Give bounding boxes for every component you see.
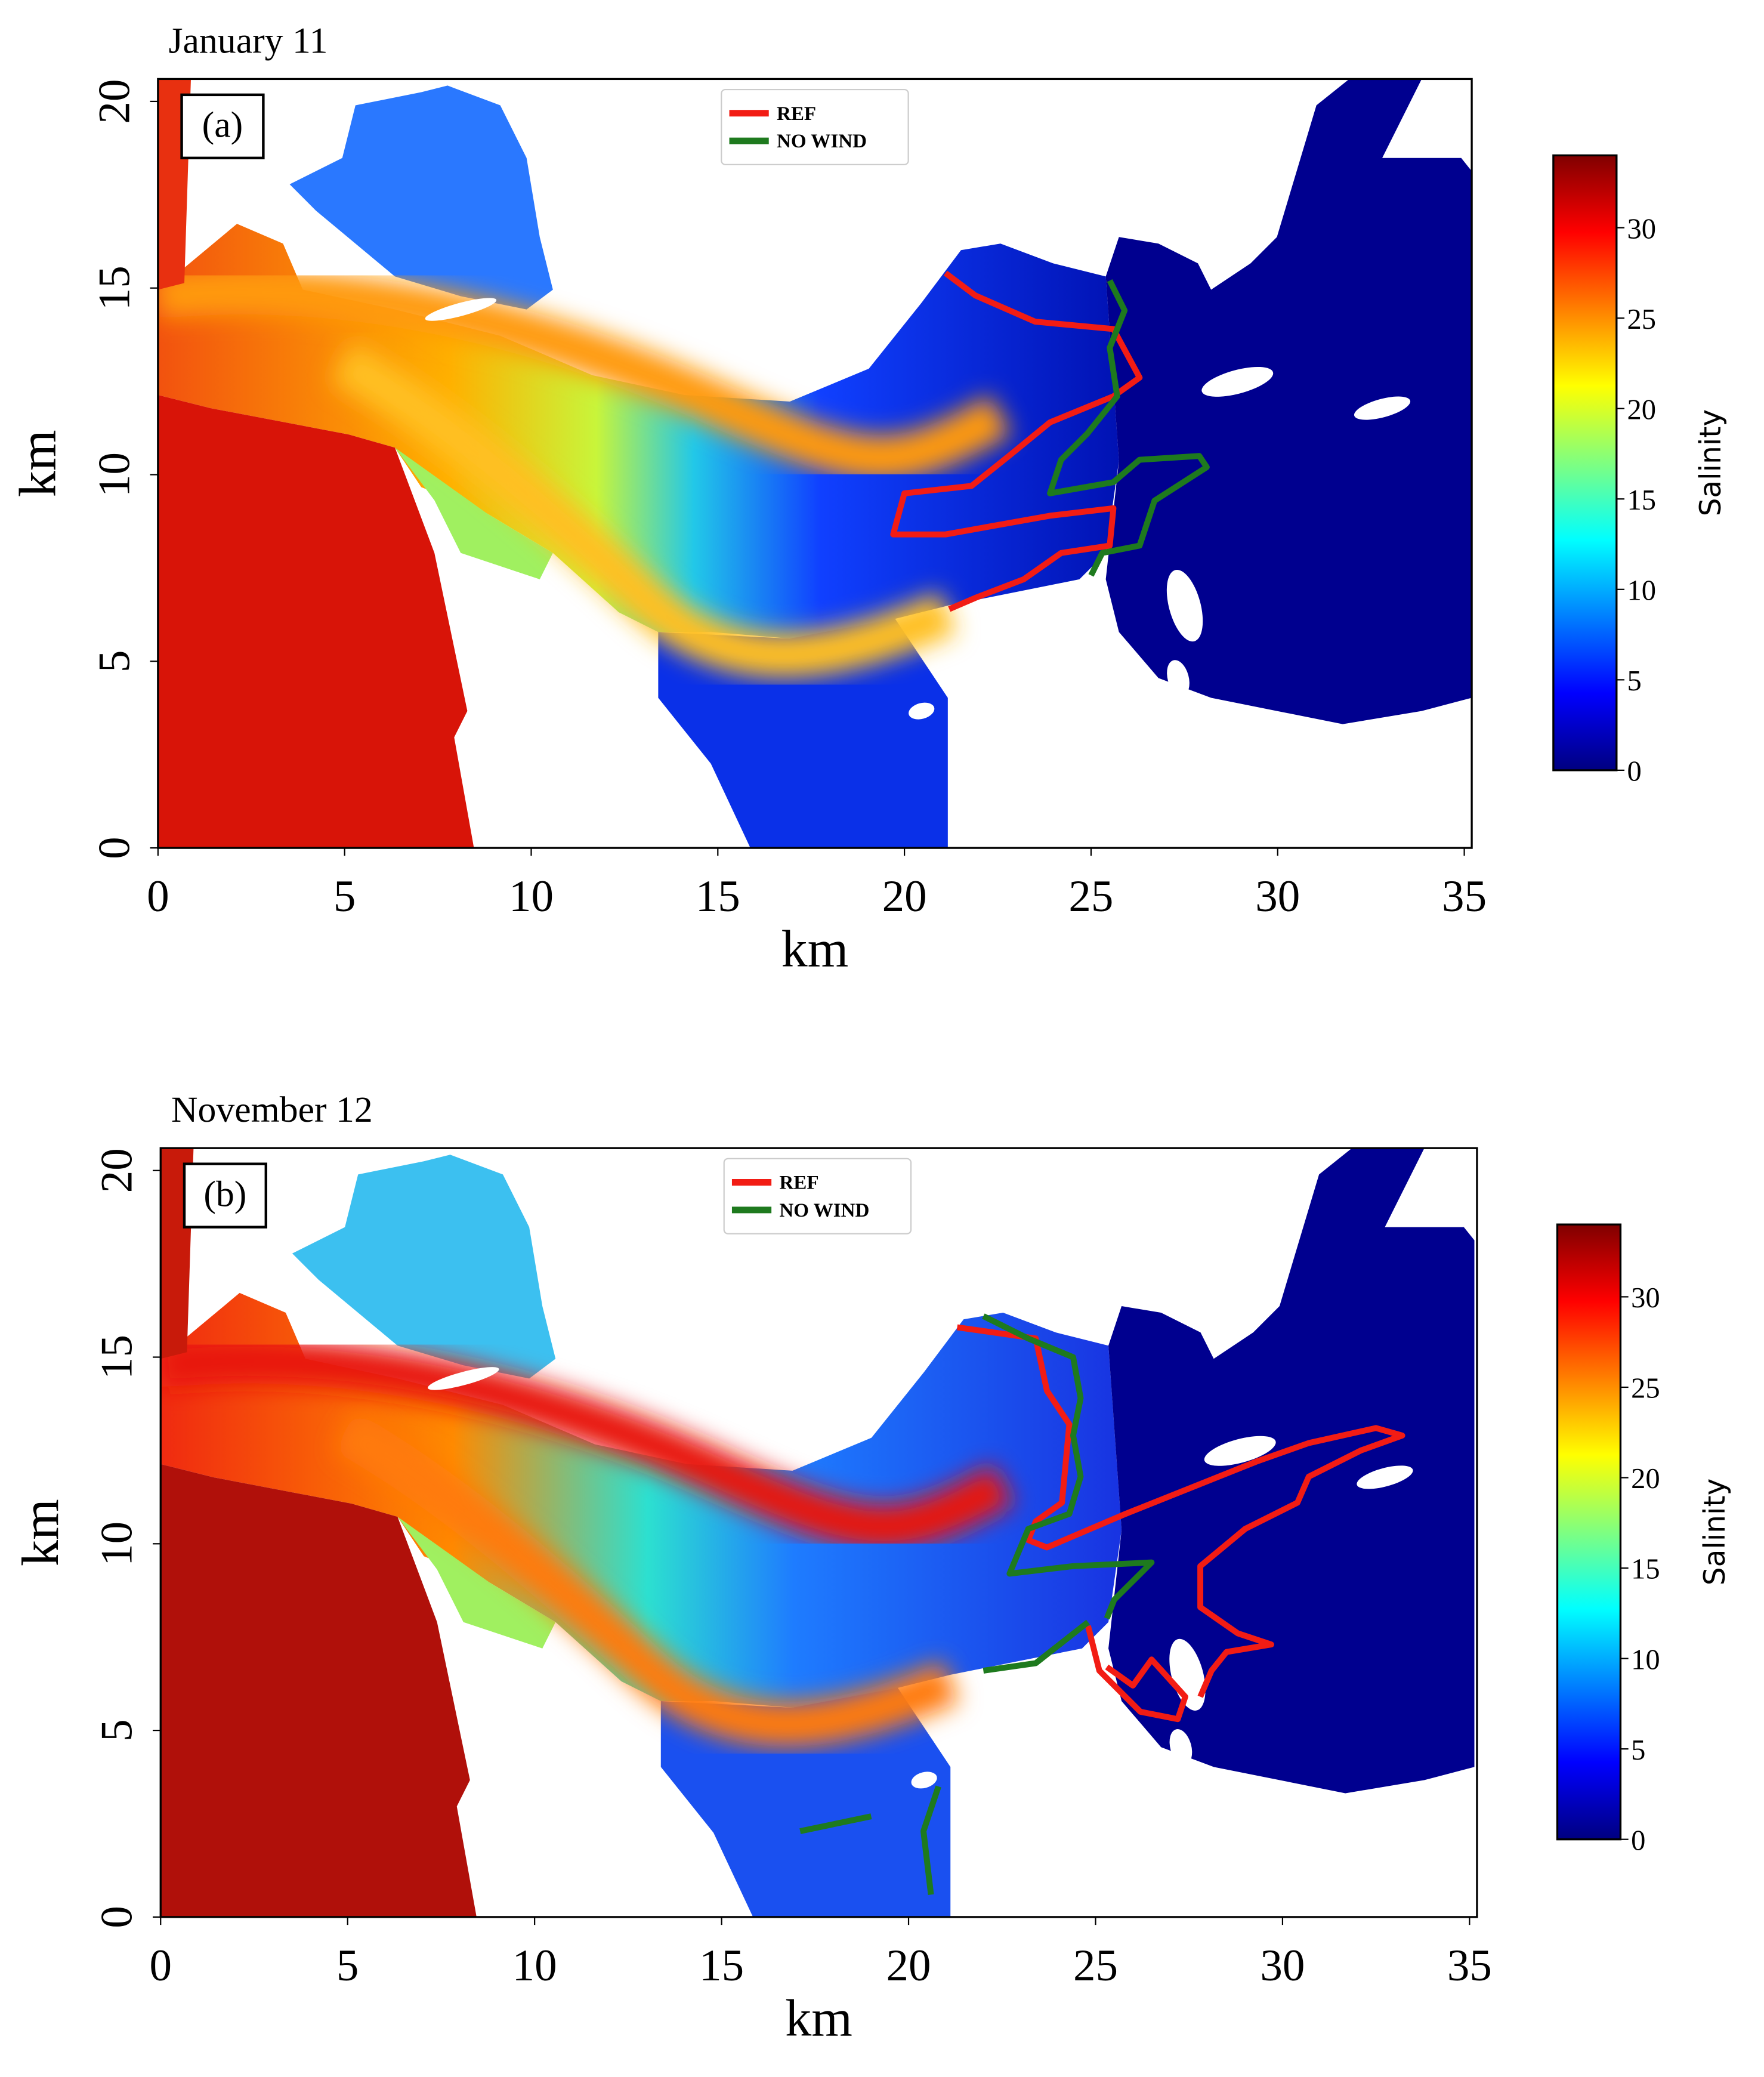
- north-bay: [289, 85, 553, 310]
- contour-line: [890, 270, 1143, 612]
- colorbar-tick-label: 5: [1631, 1735, 1645, 1766]
- north-bay: [292, 1155, 556, 1379]
- y-tick-label: 0: [89, 837, 139, 859]
- colorbar-label: Salinity: [1698, 1479, 1732, 1586]
- x-tick-label: 20: [886, 1941, 931, 1990]
- y-axis-label: km: [9, 430, 67, 497]
- colorbar-tick-label: 30: [1627, 213, 1656, 245]
- colorbar-tick-label: 30: [1631, 1282, 1660, 1314]
- x-tick-label: 30: [1255, 872, 1300, 921]
- y-tick-label: 5: [92, 1719, 142, 1742]
- y-tick-label: 0: [92, 1906, 142, 1928]
- colorbar-tick-label: 25: [1631, 1373, 1660, 1405]
- island: [1166, 569, 1203, 642]
- x-tick-label: 10: [512, 1941, 557, 1990]
- south-branch: [660, 1687, 951, 1917]
- x-tick-label: 5: [336, 1941, 359, 1990]
- panel-label-box: [180, 93, 265, 160]
- south-branch: [658, 619, 948, 848]
- west-shoal: [395, 448, 553, 579]
- panel-label: (b): [203, 1174, 246, 1214]
- panel-title: January 11: [168, 20, 328, 61]
- colorbar-tick-label: 20: [1631, 1463, 1660, 1495]
- y-tick-label: 5: [89, 650, 139, 673]
- legend-label: NO WIND: [779, 1200, 869, 1221]
- contour-line: [956, 1324, 1405, 1723]
- map: [157, 79, 1472, 848]
- colorbar-label: Salinity: [1694, 409, 1728, 517]
- island: [1354, 396, 1411, 420]
- panel-title: November 12: [171, 1090, 373, 1130]
- ocean: [160, 1464, 477, 1917]
- y-axis-label: km: [11, 1499, 70, 1566]
- legend-box: [723, 1158, 912, 1235]
- colorbar-tick-label: 5: [1627, 665, 1641, 697]
- east-bay: [1108, 1148, 1475, 1794]
- x-tick-label: 25: [1068, 872, 1113, 921]
- x-axis-label: km: [785, 1989, 852, 2047]
- x-tick-label: 10: [509, 872, 554, 921]
- y-tick-label: 15: [92, 1335, 142, 1379]
- x-tick-label: 35: [1442, 872, 1487, 921]
- y-tick-label: 15: [89, 266, 139, 310]
- x-tick-label: 15: [696, 872, 740, 921]
- colorbar-tick-label: 15: [1627, 484, 1656, 516]
- contour-line: [1047, 279, 1210, 577]
- plume: [331, 342, 957, 678]
- x-tick-label: 5: [333, 872, 356, 921]
- colorbar-tick-label: 0: [1627, 756, 1641, 788]
- island: [428, 1367, 499, 1390]
- legend-label: REF: [777, 103, 816, 125]
- legend-label: NO WIND: [777, 131, 867, 152]
- y-tick-label: 10: [92, 1522, 142, 1566]
- colorbar: [1552, 154, 1618, 771]
- x-axis-label: km: [781, 920, 849, 979]
- x-tick-label: 35: [1447, 1941, 1492, 1990]
- colorbar-tick-label: 25: [1627, 304, 1656, 335]
- island: [1204, 1436, 1276, 1466]
- colorbar-tick-label: 10: [1631, 1644, 1660, 1675]
- panel: November 12 (b) REF NO WIND 0 5 10 15 20 25 30 35 km…: [11, 1090, 1732, 2047]
- west-shoal: [397, 1517, 556, 1649]
- colorbar-tick-label: 15: [1631, 1554, 1660, 1585]
- colorbar: [1556, 1223, 1622, 1841]
- plume: [157, 270, 1012, 480]
- legend-box: [721, 88, 909, 165]
- x-tick-label: 15: [699, 1941, 744, 1990]
- colorbar-tick-label: 20: [1627, 394, 1656, 425]
- map: [160, 1148, 1475, 1917]
- ocean: [157, 394, 474, 848]
- x-tick-label: 30: [1260, 1941, 1305, 1990]
- y-tick-label: 20: [89, 79, 139, 124]
- x-tick-label: 0: [147, 872, 169, 921]
- x-tick-label: 25: [1073, 1941, 1118, 1990]
- colorbar-tick-label: 0: [1631, 1825, 1645, 1856]
- y-tick-label: 10: [89, 452, 139, 497]
- x-tick-label: 0: [149, 1941, 172, 1990]
- panel: January 11 (a) REF NO WIND 0 5 10 15 20 25 30 35 km 0…: [9, 20, 1728, 978]
- colorbar-tick-label: 10: [1627, 575, 1656, 606]
- legend-label: REF: [779, 1172, 818, 1194]
- island: [1357, 1465, 1413, 1489]
- island: [1169, 1729, 1193, 1766]
- plume: [333, 1411, 960, 1747]
- panel-label: (a): [202, 104, 243, 145]
- panel-label-box: [183, 1162, 267, 1229]
- island: [911, 1772, 937, 1789]
- island: [425, 298, 497, 321]
- island: [1167, 660, 1190, 696]
- plume: [160, 1338, 1014, 1550]
- y-tick-label: 20: [92, 1148, 142, 1193]
- axes-frame: [159, 1147, 1478, 1918]
- x-tick-label: 20: [882, 872, 927, 921]
- island: [1201, 366, 1274, 397]
- island: [909, 702, 935, 720]
- east-bay: [1105, 79, 1472, 724]
- contour-line: [799, 1313, 1155, 1895]
- axes-frame: [157, 78, 1473, 849]
